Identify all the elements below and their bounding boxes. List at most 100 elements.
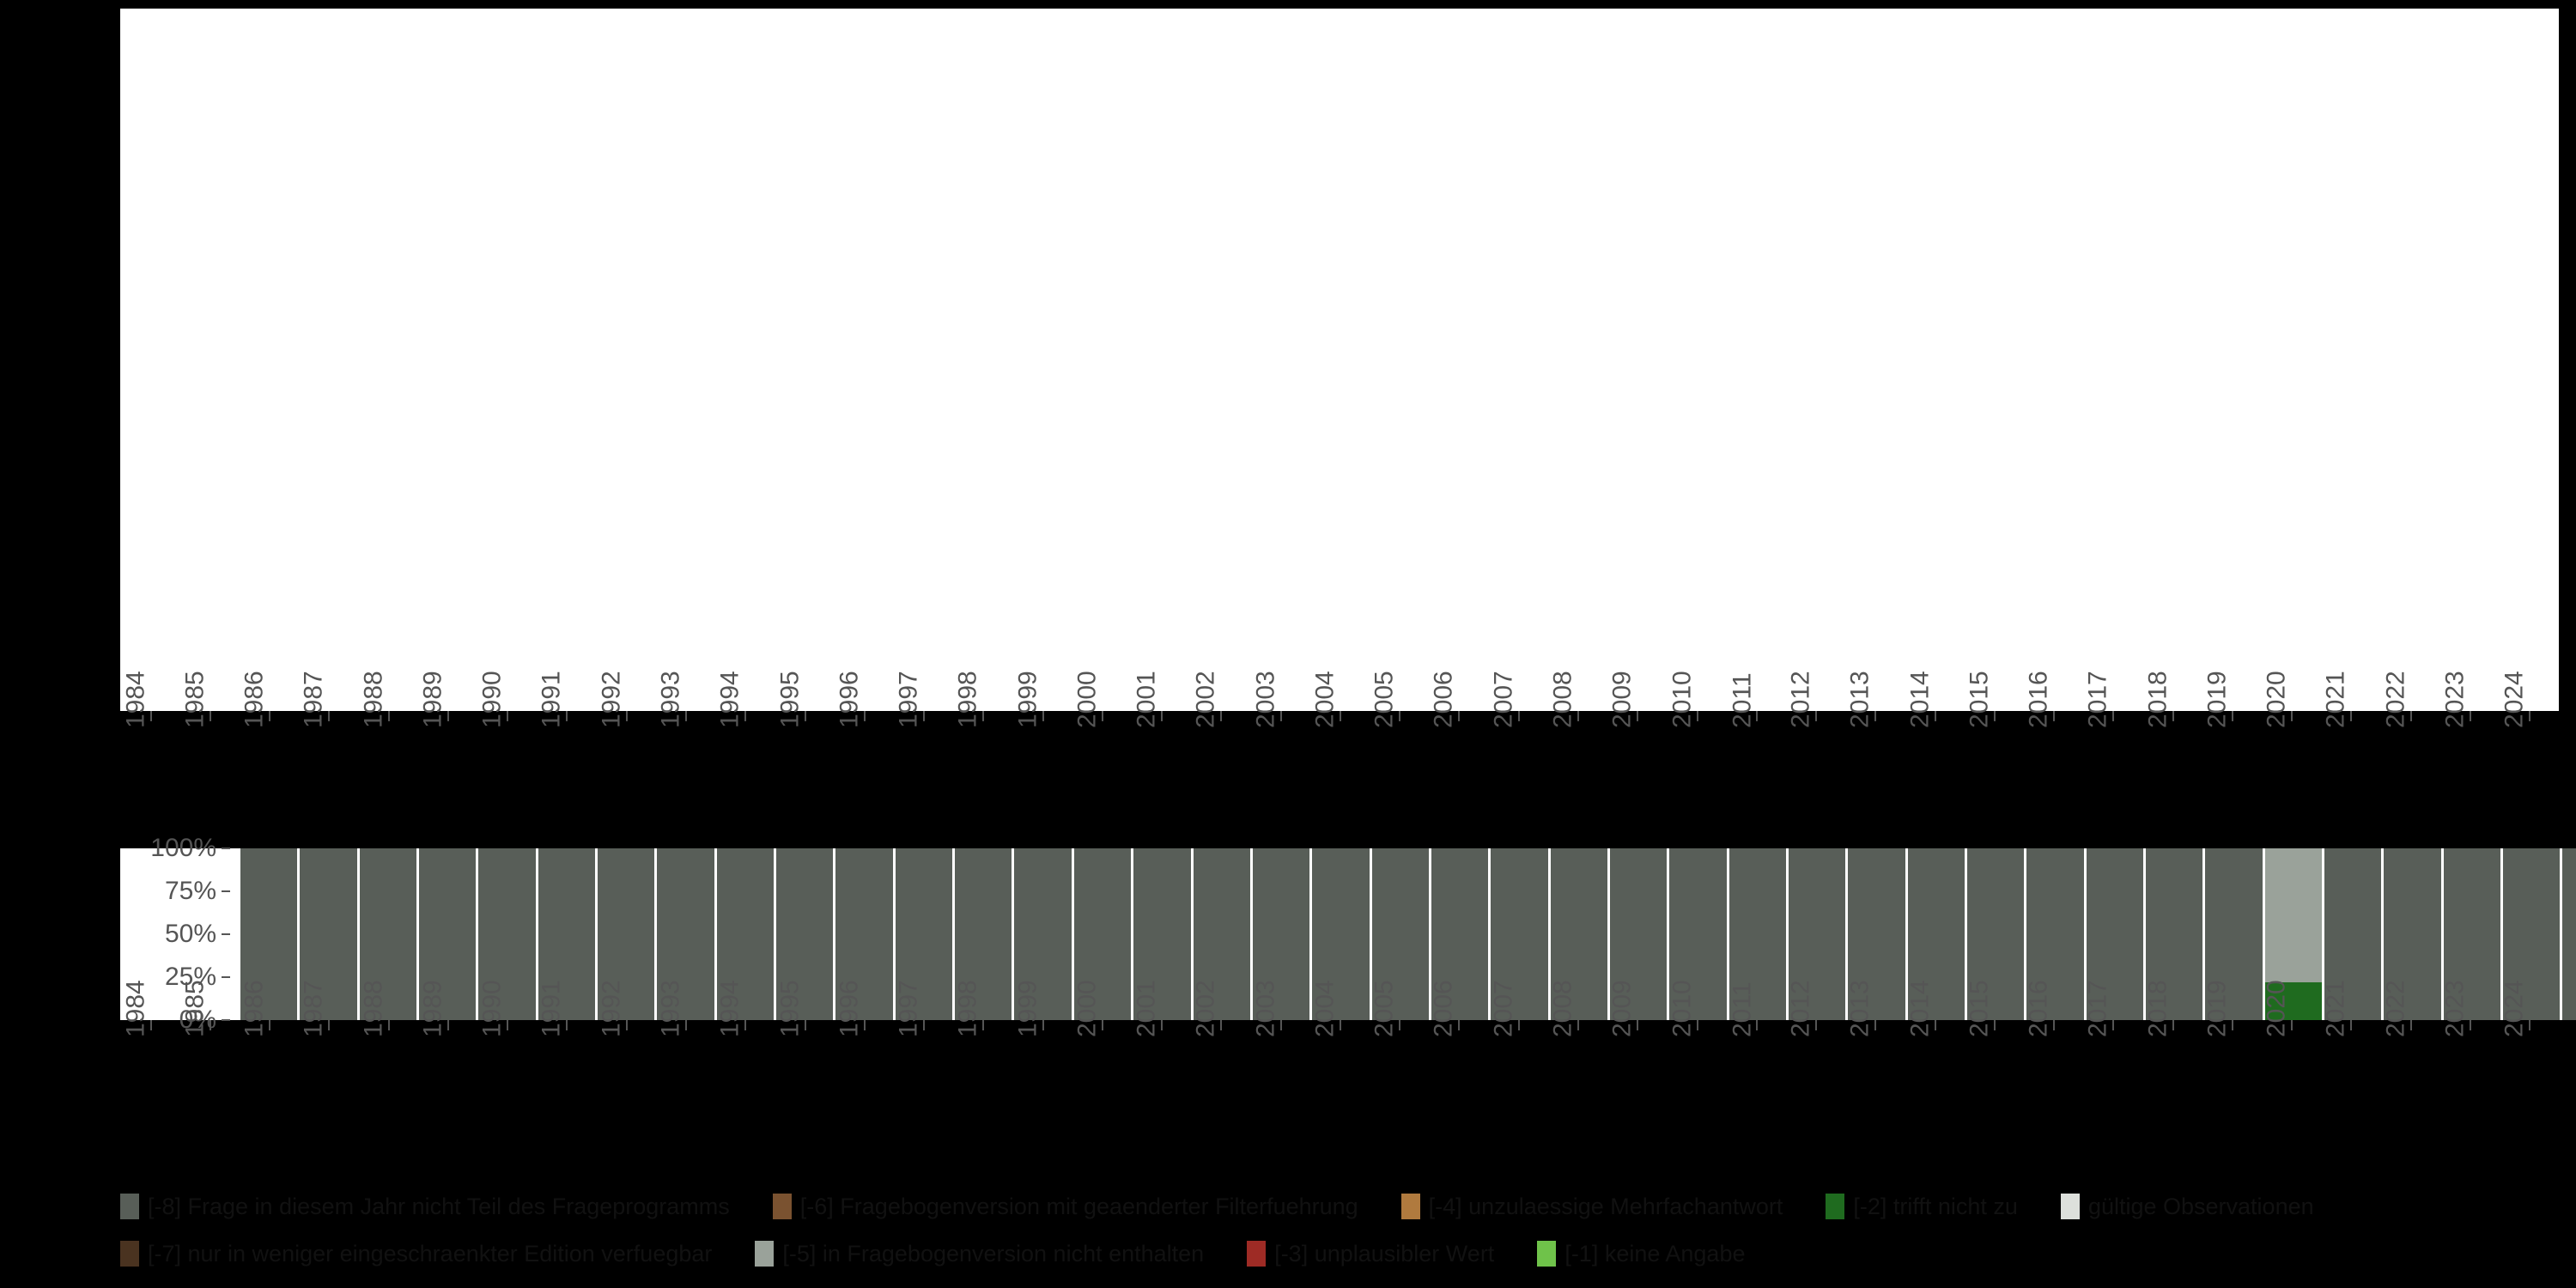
- year-label-col-2016[interactable]: 2016: [2024, 711, 2083, 848]
- year-label-2018[interactable]: 2018: [2143, 671, 2172, 728]
- year-label-2008[interactable]: 2008: [1549, 671, 1578, 728]
- year-label-2010[interactable]: 2010: [1668, 671, 1697, 728]
- year-label-col-2013[interactable]: 2013: [1845, 711, 1905, 848]
- year-label-1994[interactable]: 1994: [716, 980, 745, 1037]
- year-label-col-2018[interactable]: 2018: [2142, 711, 2202, 848]
- year-label-2011[interactable]: 2011: [1728, 672, 1758, 728]
- year-label-col-1985[interactable]: 1985: [179, 711, 239, 848]
- year-label-2007[interactable]: 2007: [1489, 980, 1518, 1037]
- year-label-col-2020[interactable]: 2020: [2262, 1020, 2321, 1149]
- year-label-col-2016[interactable]: 2016: [2024, 1020, 2083, 1149]
- year-label-col-2011[interactable]: 2011: [1726, 711, 1785, 848]
- year-label-col-2017[interactable]: 2017: [2083, 711, 2142, 848]
- year-label-1991[interactable]: 1991: [538, 980, 567, 1037]
- year-label-2013[interactable]: 2013: [1846, 980, 1875, 1037]
- year-label-col-2010[interactable]: 2010: [1667, 1020, 1726, 1149]
- year-label-1989[interactable]: 1989: [419, 980, 448, 1037]
- year-label-col-2001[interactable]: 2001: [1132, 711, 1191, 848]
- year-label-1998[interactable]: 1998: [954, 980, 983, 1037]
- year-label-col-2006[interactable]: 2006: [1429, 711, 1488, 848]
- year-label-col-1995[interactable]: 1995: [775, 711, 834, 848]
- year-label-2015[interactable]: 2015: [1965, 671, 1994, 728]
- year-label-2016[interactable]: 2016: [2025, 671, 2054, 728]
- year-label-col-1988[interactable]: 1988: [358, 711, 417, 848]
- year-label-1999[interactable]: 1999: [1013, 980, 1042, 1037]
- year-label-col-1994[interactable]: 1994: [715, 711, 775, 848]
- year-label-1989[interactable]: 1989: [419, 671, 448, 728]
- year-label-col-2021[interactable]: 2021: [2321, 711, 2380, 848]
- year-label-col-2003[interactable]: 2003: [1250, 1020, 1309, 1149]
- year-label-2019[interactable]: 2019: [2203, 980, 2233, 1037]
- year-label-2008[interactable]: 2008: [1549, 980, 1578, 1037]
- year-label-col-2000[interactable]: 2000: [1072, 1020, 1131, 1149]
- year-label-1999[interactable]: 1999: [1013, 671, 1042, 728]
- year-label-2023[interactable]: 2023: [2441, 671, 2470, 728]
- year-label-col-2017[interactable]: 2017: [2083, 1020, 2142, 1149]
- year-label-2007[interactable]: 2007: [1489, 671, 1518, 728]
- year-label-col-1997[interactable]: 1997: [893, 1020, 952, 1149]
- year-label-col-1990[interactable]: 1990: [477, 711, 537, 848]
- year-label-col-2007[interactable]: 2007: [1488, 711, 1547, 848]
- year-label-1985[interactable]: 1985: [181, 980, 210, 1037]
- year-label-col-1997[interactable]: 1997: [893, 711, 952, 848]
- year-label-1991[interactable]: 1991: [538, 671, 567, 728]
- year-label-1984[interactable]: 1984: [121, 671, 150, 728]
- year-label-2020[interactable]: 2020: [2263, 980, 2292, 1037]
- year-label-col-2002[interactable]: 2002: [1191, 711, 1250, 848]
- year-label-1993[interactable]: 1993: [657, 980, 686, 1037]
- year-label-col-2004[interactable]: 2004: [1309, 711, 1369, 848]
- year-label-2012[interactable]: 2012: [1787, 671, 1816, 728]
- year-label-col-2005[interactable]: 2005: [1370, 711, 1429, 848]
- year-label-1993[interactable]: 1993: [657, 671, 686, 728]
- year-label-col-1996[interactable]: 1996: [834, 711, 893, 848]
- year-label-col-2022[interactable]: 2022: [2380, 1020, 2439, 1149]
- year-label-col-1999[interactable]: 1999: [1012, 1020, 1072, 1149]
- year-label-2009[interactable]: 2009: [1608, 671, 1637, 728]
- year-label-col-2005[interactable]: 2005: [1370, 1020, 1429, 1149]
- year-label-2012[interactable]: 2012: [1787, 980, 1816, 1037]
- year-label-col-1999[interactable]: 1999: [1012, 711, 1072, 848]
- year-label-2009[interactable]: 2009: [1608, 980, 1637, 1037]
- year-label-1990[interactable]: 1990: [478, 980, 507, 1037]
- year-label-1988[interactable]: 1988: [359, 980, 388, 1037]
- year-label-2021[interactable]: 2021: [2322, 671, 2351, 728]
- year-label-col-1984[interactable]: 1984: [120, 1020, 179, 1149]
- year-label-col-1992[interactable]: 1992: [596, 711, 655, 848]
- year-label-2020[interactable]: 2020: [2263, 671, 2292, 728]
- year-label-2024[interactable]: 2024: [2500, 980, 2530, 1037]
- year-label-col-2019[interactable]: 2019: [2202, 1020, 2261, 1149]
- year-label-1987[interactable]: 1987: [300, 980, 329, 1037]
- year-label-col-2009[interactable]: 2009: [1607, 1020, 1667, 1149]
- year-label-2000[interactable]: 2000: [1073, 671, 1103, 728]
- year-label-2022[interactable]: 2022: [2381, 980, 2410, 1037]
- year-label-col-2008[interactable]: 2008: [1547, 711, 1607, 848]
- year-label-col-1985[interactable]: 1985: [179, 1020, 239, 1149]
- year-label-1986[interactable]: 1986: [240, 671, 270, 728]
- year-label-col-1988[interactable]: 1988: [358, 1020, 417, 1149]
- year-label-col-2014[interactable]: 2014: [1905, 711, 1964, 848]
- year-label-1987[interactable]: 1987: [300, 671, 329, 728]
- year-label-col-1986[interactable]: 1986: [240, 711, 299, 848]
- year-label-2022[interactable]: 2022: [2381, 671, 2410, 728]
- year-label-2001[interactable]: 2001: [1133, 671, 1162, 728]
- year-label-2018[interactable]: 2018: [2143, 980, 2172, 1037]
- year-label-2016[interactable]: 2016: [2025, 980, 2054, 1037]
- year-label-1995[interactable]: 1995: [775, 671, 805, 728]
- year-label-col-1989[interactable]: 1989: [417, 711, 477, 848]
- year-label-col-1998[interactable]: 1998: [953, 711, 1012, 848]
- year-label-col-2014[interactable]: 2014: [1905, 1020, 1964, 1149]
- year-label-col-2024[interactable]: 2024: [2500, 711, 2559, 848]
- year-label-col-2015[interactable]: 2015: [1964, 711, 2023, 848]
- year-label-col-1986[interactable]: 1986: [240, 1020, 299, 1149]
- year-label-col-1993[interactable]: 1993: [655, 1020, 714, 1149]
- year-label-col-2002[interactable]: 2002: [1191, 1020, 1250, 1149]
- year-label-2004[interactable]: 2004: [1311, 671, 1340, 728]
- year-label-1995[interactable]: 1995: [775, 980, 805, 1037]
- year-label-2003[interactable]: 2003: [1251, 671, 1280, 728]
- year-label-col-2012[interactable]: 2012: [1785, 711, 1844, 848]
- year-label-2023[interactable]: 2023: [2441, 980, 2470, 1037]
- year-label-1985[interactable]: 1985: [181, 671, 210, 728]
- year-label-2003[interactable]: 2003: [1251, 980, 1280, 1037]
- year-label-1996[interactable]: 1996: [835, 671, 864, 728]
- year-label-col-2012[interactable]: 2012: [1785, 1020, 1844, 1149]
